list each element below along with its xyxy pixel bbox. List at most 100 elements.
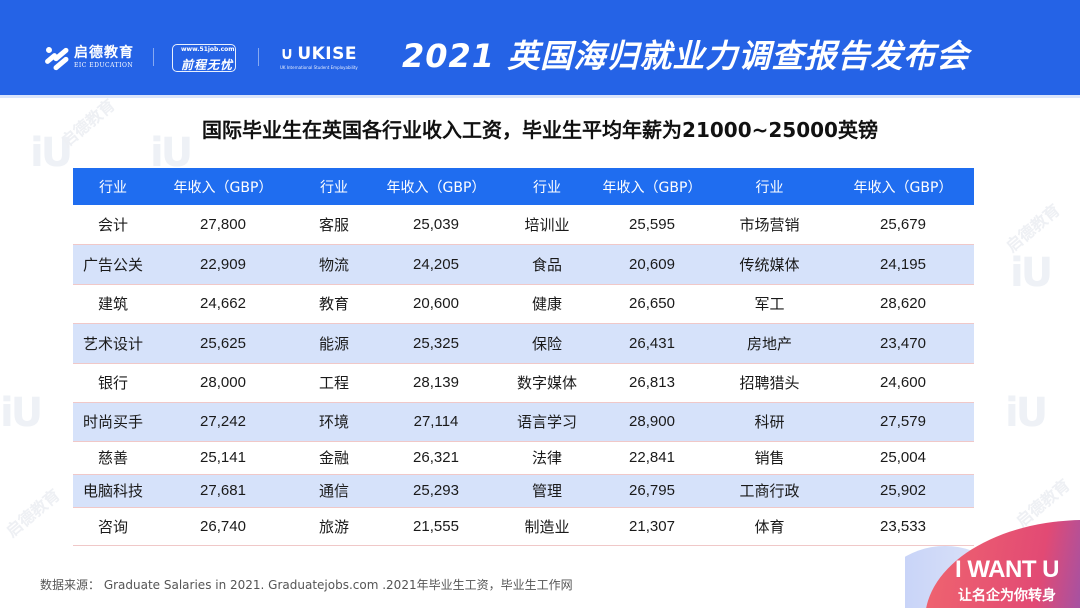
industry-cell: 科研 xyxy=(707,402,832,442)
income-cell: 26,650 xyxy=(597,284,707,324)
industry-cell: 数字媒体 xyxy=(497,363,597,403)
industry-cell: 银行 xyxy=(73,363,153,403)
industry-cell: 通信 xyxy=(293,474,375,508)
industry-cell: 体育 xyxy=(707,507,832,546)
income-cell: 26,795 xyxy=(597,474,707,508)
industry-cell: 保险 xyxy=(497,323,597,364)
industry-cell: 客服 xyxy=(293,205,375,245)
header-bar: 启德教育 EIC EDUCATION www.51job.com 前程无忧 ∪ … xyxy=(0,0,1080,95)
industry-cell: 慈善 xyxy=(73,441,153,475)
income-cell: 26,740 xyxy=(153,507,293,546)
industry-cell: 食品 xyxy=(497,244,597,285)
table-row: 电脑科技 27,681 通信 25,293 管理 26,795 工商行政 25,… xyxy=(73,474,974,508)
table-row: 时尚买手 27,242 环境 27,114 语言学习 28,900 科研 27,… xyxy=(73,402,974,442)
col-header-income: 年收入（GBP） xyxy=(832,168,974,205)
income-cell: 20,600 xyxy=(375,284,497,324)
industry-cell: 军工 xyxy=(707,284,832,324)
table-subtitle: 国际毕业生在英国各行业收入工资，毕业生平均年薪为21000~25000英镑 xyxy=(202,118,878,142)
brand-slogan: 让名企为你转身 xyxy=(958,588,1056,604)
table-row: 慈善 25,141 金融 26,321 法律 22,841 销售 25,004 xyxy=(73,441,974,475)
industry-cell: 物流 xyxy=(293,244,375,285)
industry-cell: 工程 xyxy=(293,363,375,403)
logo-divider xyxy=(258,48,259,66)
industry-cell: 传统媒体 xyxy=(707,244,832,285)
income-cell: 26,431 xyxy=(597,323,707,364)
industry-cell: 能源 xyxy=(293,323,375,364)
watermark-iu: iU xyxy=(0,390,43,436)
industry-cell: 市场营销 xyxy=(707,205,832,245)
income-cell: 23,533 xyxy=(832,507,974,546)
income-cell: 25,039 xyxy=(375,205,497,245)
brand-title: I WANT U xyxy=(955,556,1060,583)
industry-cell: 会计 xyxy=(73,205,153,245)
industry-cell: 招聘猎头 xyxy=(707,363,832,403)
industry-cell: 法律 xyxy=(497,441,597,475)
industry-cell: 教育 xyxy=(293,284,375,324)
income-cell: 28,620 xyxy=(832,284,974,324)
industry-cell: 艺术设计 xyxy=(73,323,153,364)
industry-cell: 健康 xyxy=(497,284,597,324)
col-header-income: 年收入（GBP） xyxy=(153,168,293,205)
table-row: 广告公关 22,909 物流 24,205 食品 20,609 传统媒体 24,… xyxy=(73,244,974,285)
industry-cell: 管理 xyxy=(497,474,597,508)
eic-logo-en: EIC EDUCATION xyxy=(74,61,134,69)
income-cell: 24,205 xyxy=(375,244,497,285)
col-header-industry: 行业 xyxy=(497,168,597,205)
salary-table: 行业 年收入（GBP） 行业 年收入（GBP） 行业 年收入（GBP） 行业 年… xyxy=(73,168,974,546)
ukise-shield-icon: ∪ xyxy=(280,44,295,64)
industry-cell: 环境 xyxy=(293,402,375,442)
income-cell: 26,813 xyxy=(597,363,707,403)
income-cell: 25,325 xyxy=(375,323,497,364)
industry-cell: 时尚买手 xyxy=(73,402,153,442)
income-cell: 27,681 xyxy=(153,474,293,508)
income-cell: 25,293 xyxy=(375,474,497,508)
data-source-note: 数据来源： Graduate Salaries in 2021. Graduat… xyxy=(40,578,573,592)
eic-logo-cn: 启德教育 xyxy=(74,44,134,61)
col-header-industry: 行业 xyxy=(293,168,375,205)
ukise-name: UKISE xyxy=(297,44,357,64)
income-cell: 24,600 xyxy=(832,363,974,403)
income-cell: 27,242 xyxy=(153,402,293,442)
watermark-eic: 启德教育 xyxy=(1002,200,1064,257)
income-cell: 20,609 xyxy=(597,244,707,285)
industry-cell: 制造业 xyxy=(497,507,597,546)
industry-cell: 语言学习 xyxy=(497,402,597,442)
income-cell: 24,195 xyxy=(832,244,974,285)
industry-cell: 咨询 xyxy=(73,507,153,546)
page-title: 2021 英国海归就业力调查报告发布会 xyxy=(402,37,970,75)
col-header-industry: 行业 xyxy=(707,168,832,205)
table-row: 艺术设计 25,625 能源 25,325 保险 26,431 房地产 23,4… xyxy=(73,323,974,364)
income-cell: 26,321 xyxy=(375,441,497,475)
logo-divider xyxy=(153,48,154,66)
income-cell: 22,841 xyxy=(597,441,707,475)
income-cell: 28,900 xyxy=(597,402,707,442)
col-header-income: 年收入（GBP） xyxy=(597,168,707,205)
income-cell: 24,662 xyxy=(153,284,293,324)
income-cell: 27,800 xyxy=(153,205,293,245)
table-row: 咨询 26,740 旅游 21,555 制造业 21,307 体育 23,533 xyxy=(73,507,974,546)
income-cell: 25,679 xyxy=(832,205,974,245)
income-cell: 28,000 xyxy=(153,363,293,403)
income-cell: 27,579 xyxy=(832,402,974,442)
industry-cell: 建筑 xyxy=(73,284,153,324)
income-cell: 21,555 xyxy=(375,507,497,546)
eic-logo-icon xyxy=(44,44,70,72)
industry-cell: 电脑科技 xyxy=(73,474,153,508)
income-cell: 23,470 xyxy=(832,323,974,364)
industry-cell: 房地产 xyxy=(707,323,832,364)
income-cell: 25,004 xyxy=(832,441,974,475)
col-header-income: 年收入（GBP） xyxy=(375,168,497,205)
income-cell: 25,141 xyxy=(153,441,293,475)
income-cell: 25,902 xyxy=(832,474,974,508)
watermark-iu: iU xyxy=(1005,390,1048,436)
income-cell: 22,909 xyxy=(153,244,293,285)
brand-corner: I WANT U 让名企为你转身 xyxy=(905,510,1080,608)
income-cell: 21,307 xyxy=(597,507,707,546)
ukise-logo: ∪ UKISE UK International Student Employa… xyxy=(280,44,358,70)
table-row: 会计 27,800 客服 25,039 培训业 25,595 市场营销 25,6… xyxy=(73,205,974,245)
table-row: 建筑 24,662 教育 20,600 健康 26,650 军工 28,620 xyxy=(73,284,974,324)
table-row: 银行 28,000 工程 28,139 数字媒体 26,813 招聘猎头 24,… xyxy=(73,363,974,403)
industry-cell: 广告公关 xyxy=(73,244,153,285)
ukise-sub: UK International Student Employability xyxy=(280,65,358,70)
eic-education-logo: 启德教育 EIC EDUCATION xyxy=(44,42,134,72)
